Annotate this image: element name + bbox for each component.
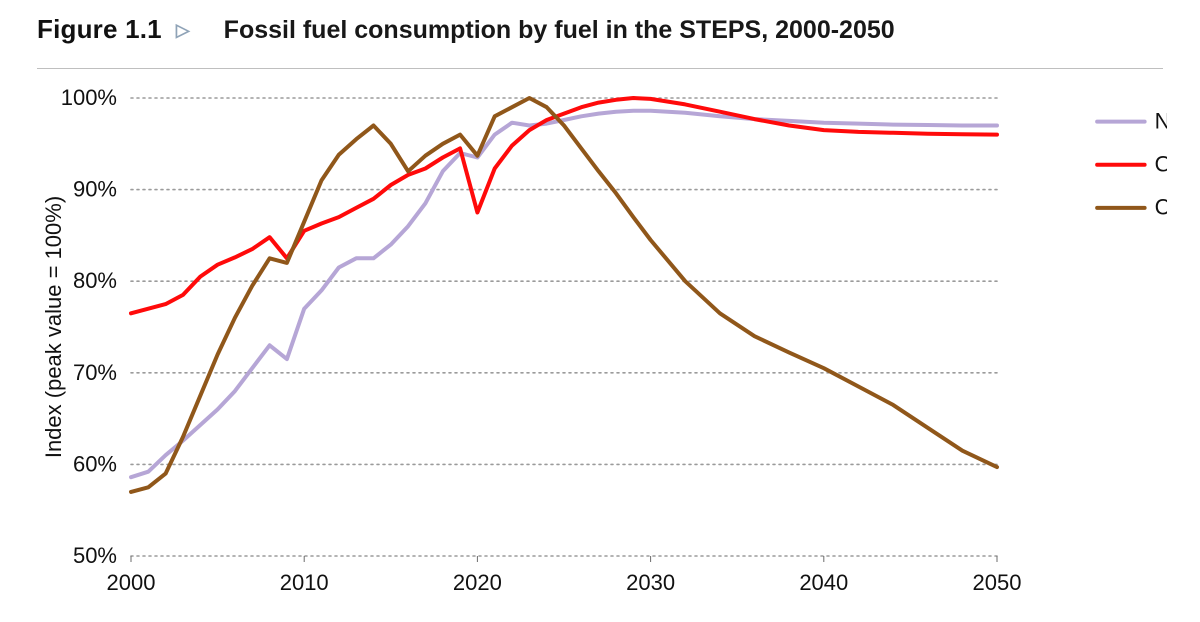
figure-marker-icon: ▷ (176, 20, 190, 41)
ytick-label: 50% (73, 543, 117, 568)
legend-label: Oil (1155, 152, 1167, 177)
figure-title: Fossil fuel consumption by fuel in the S… (224, 16, 895, 45)
xtick-label: 2030 (626, 570, 675, 595)
legend-label: Natural gas (1155, 108, 1167, 133)
series-line (131, 111, 997, 477)
xtick-label: 2010 (280, 570, 329, 595)
figure-title-row: Figure 1.1 ▷ Fossil fuel consumption by … (37, 14, 1163, 69)
xtick-label: 2000 (107, 570, 156, 595)
ytick-label: 70% (73, 360, 117, 385)
figure-label: Figure 1.1 (37, 14, 162, 45)
yaxis-title: Index (peak value = 100%) (41, 196, 66, 458)
ytick-label: 60% (73, 451, 117, 476)
legend-label: Coal (1155, 195, 1167, 220)
series-line (131, 98, 997, 492)
ytick-label: 90% (73, 177, 117, 202)
xtick-label: 2040 (799, 570, 848, 595)
xtick-label: 2050 (973, 570, 1022, 595)
page: Figure 1.1 ▷ Fossil fuel consumption by … (0, 0, 1200, 622)
line-chart: 50% 60% 70% 80% 90% 100% 2000 2010 2020 2030 2040 2… (37, 78, 1167, 604)
ytick-label: 80% (73, 268, 117, 293)
ytick-label: 100% (61, 85, 117, 110)
chart-container: 50% 60% 70% 80% 90% 100% 2000 2010 2020 2030 2040 2… (37, 78, 1167, 604)
xtick-label: 2020 (453, 570, 502, 595)
